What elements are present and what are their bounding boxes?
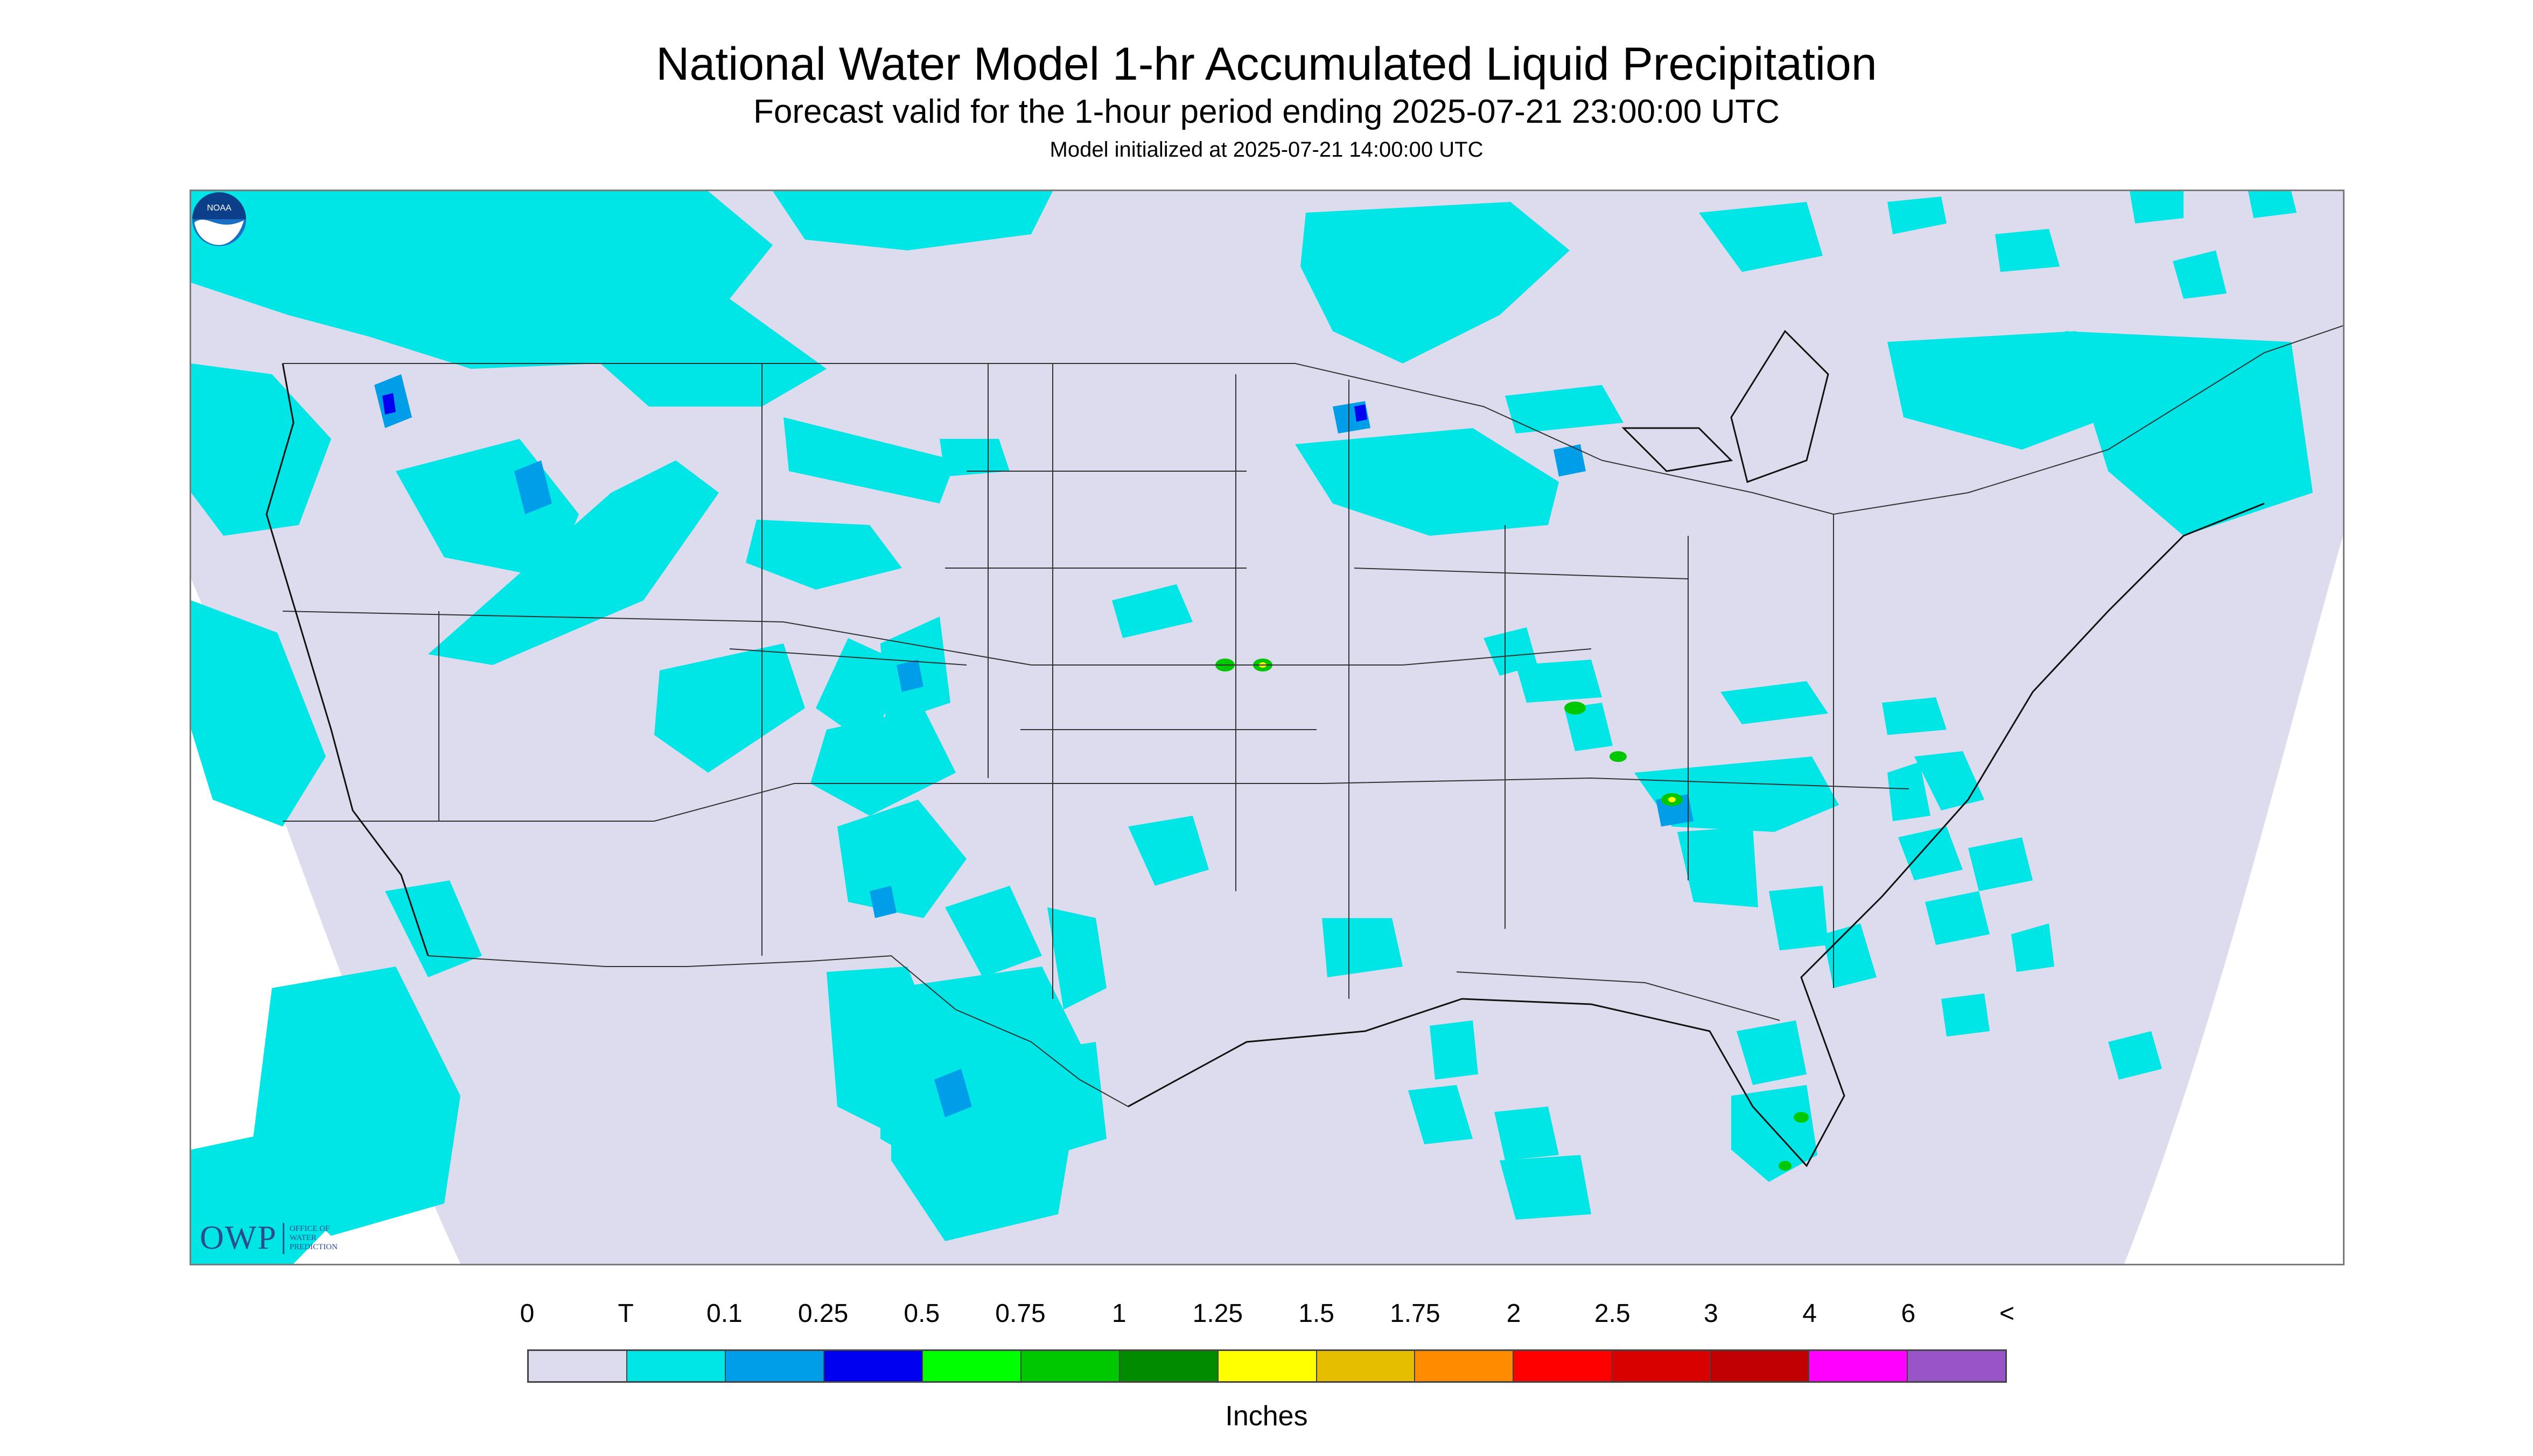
legend-swatch [725,1351,824,1381]
legend-swatch [1021,1351,1120,1381]
legend-label: < [1999,1299,2015,1328]
legend-label: 1.75 [1390,1299,1440,1328]
owp-logo-divider [282,1222,284,1254]
owp-logo-line-3: PREDICTION [289,1243,338,1251]
legend-label: 6 [1901,1299,1916,1328]
precip-legend: 0 T 0.1 0.25 0.5 0.75 1 1.25 1.5 1.75 2 2.5 3 4 6 < [520,1299,2014,1383]
legend-swatch [529,1351,627,1381]
legend-swatch [1612,1351,1711,1381]
legend-swatch [1415,1351,1514,1381]
owp-logo-mark: OWP [200,1220,277,1256]
forecast-valid-subtitle: Forecast valid for the 1-hour period end… [753,93,1780,130]
legend-label: 1.5 [1298,1299,1334,1328]
legend-color-bar [527,1349,2007,1383]
legend-label: 1.25 [1192,1299,1243,1328]
noaa-logo-text: NOAA [207,204,232,213]
coastlines [265,330,2265,1167]
precip-intense-cells [1215,659,1809,1171]
owp-logo-text: OFFICE OF WATER PREDICTION [290,1224,370,1252]
legend-swatch [922,1351,1021,1381]
legend-label: T [618,1299,634,1328]
legend-label: 4 [1802,1299,1817,1328]
legend-label: 0.75 [995,1299,1046,1328]
legend-swatch [627,1351,726,1381]
model-init-text: Model initialized at 2025-07-21 14:00:00… [1049,138,1484,162]
legend-swatch [1908,1351,2006,1381]
legend-label: 2 [1506,1299,1521,1328]
legend-swatch [824,1351,923,1381]
owp-logo-line-1: OFFICE OF [289,1224,330,1233]
legend-label: 0.1 [706,1299,743,1328]
precip-heavy-areas [382,393,1367,422]
legend-swatch [1218,1351,1317,1381]
legend-label: 0.25 [797,1299,849,1328]
legend-swatch [1809,1351,1908,1381]
map-svg [191,191,2343,1264]
legend-swatch [1514,1351,1613,1381]
map-title: National Water Model 1-hr Accumulated Li… [656,38,1877,90]
boundaries [282,325,2343,1107]
model-domain [191,191,2343,1264]
legend-swatch [1317,1351,1416,1381]
legend-label: 0.5 [904,1299,940,1328]
legend-swatch [1119,1351,1219,1381]
legend-label: 2.5 [1594,1299,1631,1328]
noaa-logo-icon: NOAA [192,192,246,246]
precipitation-map: OWP OFFICE OF WATER PREDICTION NOAA [190,190,2345,1265]
legend-label: 1 [1111,1299,1126,1328]
legend-labels: 0 T 0.1 0.25 0.5 0.75 1 1.25 1.5 1.75 2 2.5 3 4 6 < [520,1299,2014,1331]
owp-logo-line-2: WATER [289,1234,317,1242]
owp-logo: OWP OFFICE OF WATER PREDICTION [200,1219,370,1257]
legend-units: Inches [1225,1401,1308,1432]
legend-label: 0 [520,1299,535,1328]
legend-swatch [1711,1351,1810,1381]
legend-label: 3 [1704,1299,1718,1328]
